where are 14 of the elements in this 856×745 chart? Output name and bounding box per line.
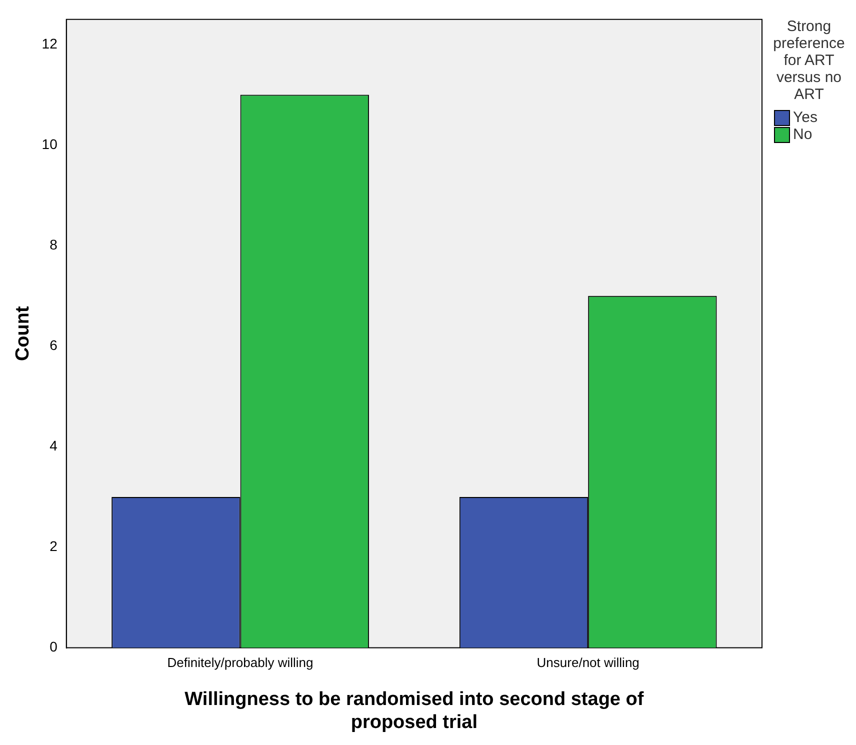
y-tick-label: 4 <box>50 438 58 454</box>
y-tick-label: 8 <box>50 236 58 252</box>
x-tick-label: Definitely/probably willing <box>167 655 314 670</box>
y-tick-label: 12 <box>42 35 58 52</box>
y-tick-label: 2 <box>50 538 58 554</box>
y-tick-label: 6 <box>50 337 58 354</box>
x-tick-label: Unsure/not willing <box>536 655 640 670</box>
y-tick-label: 10 <box>42 136 58 152</box>
legend-title: Strong preference for ART versus no ART <box>772 18 846 103</box>
y-tick-label: 0 <box>50 638 58 655</box>
x-axis-title: Willingness to be randomised into second stage of proposed trial <box>184 689 644 733</box>
legend-label: Yes <box>793 109 818 126</box>
legend-label: No <box>793 126 812 143</box>
y-axis-title: Count <box>12 306 34 362</box>
